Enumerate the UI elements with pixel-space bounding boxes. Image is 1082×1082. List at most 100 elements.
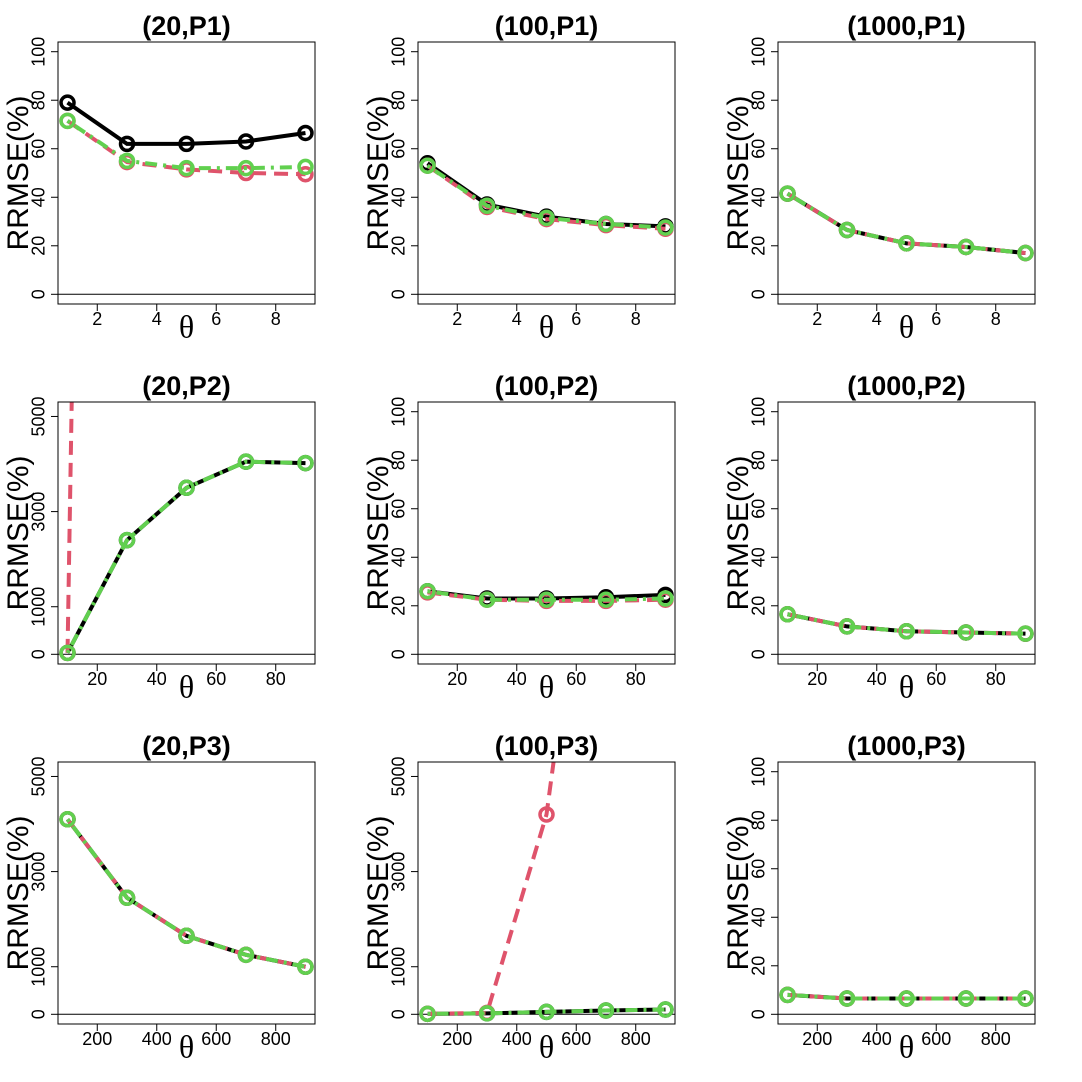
y-tick-label: 20 <box>749 956 769 976</box>
point <box>1017 244 1034 262</box>
point <box>59 112 76 130</box>
x-axis-label: θ <box>899 1028 914 1064</box>
x-tick-label: 6 <box>931 309 941 329</box>
plot-area <box>58 811 315 1015</box>
y-tick-label: 100 <box>29 37 49 67</box>
x-tick-label: 200 <box>442 1029 472 1049</box>
y-axis-label: RRMSE(%) <box>2 456 35 611</box>
point <box>838 221 856 239</box>
point <box>237 453 255 470</box>
series-line <box>427 762 556 1016</box>
point <box>178 135 195 153</box>
y-tick-label: 3000 <box>29 492 49 532</box>
y-axis-label: RRMSE(%) <box>2 816 35 971</box>
x-axis-label: θ <box>899 308 914 344</box>
point <box>599 366 612 379</box>
x-tick-label: 6 <box>571 309 581 329</box>
y-axis-label: RRMSE(%) <box>362 96 395 251</box>
point <box>237 946 255 964</box>
x-tick-label: 40 <box>147 669 167 689</box>
point <box>898 990 915 1007</box>
x-tick-label: 40 <box>507 669 527 689</box>
panel-title: (100,P1) <box>495 11 599 41</box>
panel-title: (1000,P1) <box>847 11 966 41</box>
y-axis-label: RRMSE(%) <box>2 96 35 251</box>
point <box>1017 990 1034 1007</box>
x-tick-label: 2 <box>92 309 102 329</box>
y-tick-label: 60 <box>749 499 769 519</box>
point <box>1017 625 1034 642</box>
y-tick-label: 20 <box>749 596 769 616</box>
y-tick-label: 0 <box>389 649 409 659</box>
y-tick-label: 40 <box>389 547 409 567</box>
point <box>297 158 314 176</box>
y-tick-label: 0 <box>29 649 49 659</box>
y-tick-label: 20 <box>389 236 409 256</box>
y-tick-label: 40 <box>389 187 409 207</box>
x-tick-label: 400 <box>142 1029 172 1049</box>
point <box>538 591 555 608</box>
point <box>657 1001 674 1018</box>
panel-title: (1000,P2) <box>847 371 966 401</box>
point <box>657 219 674 236</box>
series-line <box>787 992 1026 1001</box>
x-tick-label: 800 <box>261 1029 291 1049</box>
point <box>297 165 314 183</box>
plot-frame <box>777 761 1036 1025</box>
series-line <box>426 161 666 229</box>
plot-area <box>778 185 1035 295</box>
x-tick-label: 20 <box>87 669 107 689</box>
plot-frame <box>417 761 676 1025</box>
series-line <box>65 818 306 969</box>
y-tick-label: 5000 <box>389 756 409 796</box>
x-tick-label: 60 <box>566 669 586 689</box>
plot-area <box>58 402 315 662</box>
y-tick-label: 0 <box>29 289 49 299</box>
point <box>118 531 136 549</box>
point <box>657 590 674 607</box>
plot-frame <box>57 761 316 1025</box>
plot-area <box>58 94 315 295</box>
panel-title: (20,P2) <box>142 371 231 401</box>
y-tick-label: 60 <box>389 499 409 519</box>
x-tick-label: 8 <box>631 309 641 329</box>
panel: (20,P3) RRMSE(%) θ 0 1000 3000 5000 200 400 600 80… <box>2 731 316 1064</box>
y-tick-label: 0 <box>29 1009 49 1019</box>
plot-frame <box>57 41 316 305</box>
y-axis-label: RRMSE(%) <box>722 96 755 251</box>
x-tick-label: 200 <box>82 1029 112 1049</box>
point <box>597 1002 615 1019</box>
point <box>779 606 796 623</box>
x-tick-label: 40 <box>867 669 887 689</box>
y-tick-label: 5000 <box>29 756 49 796</box>
x-tick-label: 4 <box>512 309 522 329</box>
point <box>538 1003 555 1021</box>
series-line <box>66 119 306 171</box>
x-tick-label: 800 <box>981 1029 1011 1049</box>
point <box>478 1005 496 1022</box>
y-tick-label: 100 <box>749 757 769 787</box>
y-tick-label: 40 <box>29 187 49 207</box>
point <box>838 618 856 635</box>
plot-frame <box>417 401 676 665</box>
x-tick-label: 20 <box>807 669 827 689</box>
y-tick-label: 1000 <box>389 947 409 987</box>
point <box>957 624 975 641</box>
point <box>59 94 76 111</box>
point <box>838 990 856 1007</box>
plot-frame <box>57 401 316 665</box>
point <box>178 479 195 497</box>
series-line <box>66 119 306 177</box>
point <box>59 644 76 662</box>
x-axis-label: θ <box>539 308 554 344</box>
series-line <box>426 164 666 230</box>
y-tick-label: 80 <box>389 450 409 470</box>
x-tick-label: 6 <box>211 309 221 329</box>
point <box>118 135 136 153</box>
panel-title: (1000,P3) <box>847 731 966 761</box>
y-tick-label: 1000 <box>29 947 49 987</box>
y-tick-label: 80 <box>389 90 409 110</box>
y-tick-label: 1000 <box>29 587 49 627</box>
y-axis-label: RRMSE(%) <box>722 816 755 971</box>
